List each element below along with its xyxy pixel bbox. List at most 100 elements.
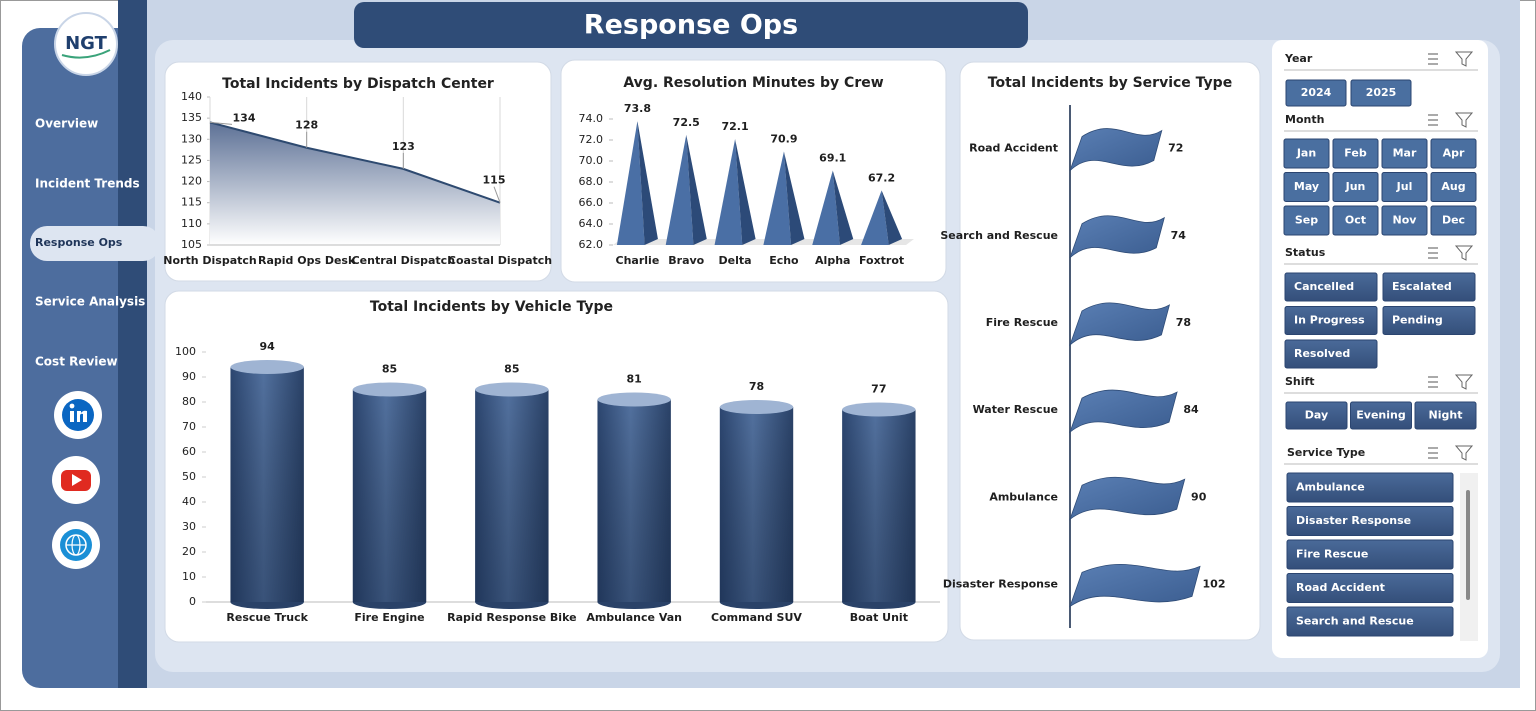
slicer-button-bg [1286, 606, 1454, 637]
multi-select-icon[interactable] [1428, 376, 1438, 388]
slicer-button[interactable]: Search and Rescue [1286, 606, 1454, 637]
slicer-button-label: Night [1429, 409, 1463, 422]
slicer-button[interactable]: Pending [1382, 306, 1476, 335]
slicer-button-label: Jan [1296, 147, 1316, 160]
slicer-button[interactable]: Jul [1381, 172, 1428, 202]
slicer-button[interactable]: Evening [1350, 401, 1412, 430]
slicer-button-bg [1350, 401, 1412, 430]
slicer-button-bg [1414, 401, 1477, 430]
slicer-button[interactable]: Mar [1381, 138, 1428, 169]
data-label: 72 [1168, 142, 1183, 155]
y-tick-label: 50 [182, 470, 196, 483]
x-tick-label: Boat Unit [850, 611, 908, 624]
slicer-button-label: Cancelled [1294, 280, 1354, 293]
slicer-button[interactable]: Dec [1430, 205, 1477, 236]
clear-filter-icon[interactable] [1454, 374, 1474, 390]
nav-item[interactable]: Cost Review [35, 355, 118, 369]
clear-filter-icon[interactable] [1454, 112, 1474, 128]
slicer-button[interactable]: Jan [1283, 138, 1330, 169]
nav-item[interactable]: Incident Trends [35, 177, 140, 191]
slicer-button[interactable]: Ambulance [1286, 472, 1454, 503]
nav-item[interactable]: Overview [35, 117, 98, 131]
slicer-button-bg [1283, 172, 1330, 202]
cylinder-shade [597, 399, 671, 602]
x-tick-label: Bravo [668, 254, 704, 267]
slicer-button-label: Disaster Response [1296, 514, 1411, 527]
x-tick-label: Central Dispatch [352, 254, 455, 267]
cylinder-top [597, 392, 671, 407]
data-label: 128 [295, 119, 318, 132]
slicer-button[interactable]: Oct [1332, 205, 1379, 236]
slicer-button-bg [1381, 138, 1428, 169]
slicer-button[interactable]: Apr [1430, 138, 1477, 169]
x-tick-label: Rescue Truck [226, 611, 308, 624]
slicer-button[interactable]: In Progress [1284, 306, 1378, 335]
slicer-button[interactable]: Cancelled [1284, 272, 1378, 302]
data-label: 69.1 [819, 151, 846, 164]
clear-filter-icon[interactable] [1454, 51, 1474, 67]
y-tick-label: 105 [181, 238, 202, 251]
linkedin-icon[interactable] [54, 391, 102, 439]
slicer-button[interactable]: Road Accident [1286, 573, 1454, 603]
website-icon[interactable] [52, 521, 100, 569]
slicer-scrollbar[interactable] [1466, 490, 1470, 600]
slicer-button-label: Mar [1393, 147, 1417, 160]
flag-bar [1069, 564, 1201, 608]
slicer-button[interactable]: Escalated [1382, 272, 1476, 302]
cylinder-top [842, 402, 916, 417]
pyramid-side [783, 151, 805, 245]
slicer-button-label: Apr [1443, 147, 1465, 160]
page-title: Response Ops [584, 10, 798, 41]
slicer-button-bg [1283, 138, 1330, 169]
cylinder-shade [475, 389, 549, 602]
slicer-button[interactable]: Sep [1283, 205, 1330, 236]
slicer-button[interactable]: Aug [1430, 172, 1477, 202]
slicer-button[interactable]: 2025 [1350, 79, 1412, 107]
chart-card [959, 61, 1261, 641]
y-tick-label: 70.0 [579, 154, 604, 167]
x-tick-label: Ambulance Van [586, 611, 682, 624]
nav-item[interactable]: Response Ops [30, 226, 160, 261]
slicer-button[interactable]: Day [1285, 401, 1348, 430]
slicer-button[interactable]: Disaster Response [1286, 506, 1454, 536]
data-label: 84 [1183, 403, 1199, 416]
slicer-button-bg [1430, 138, 1477, 169]
slicer-button[interactable]: Night [1414, 401, 1477, 430]
multi-select-icon[interactable] [1428, 53, 1438, 65]
slicer-button[interactable]: 2024 [1285, 79, 1347, 107]
youtube-icon[interactable] [52, 456, 100, 504]
slicer-button-bg [1381, 205, 1428, 236]
y-tick-label: 130 [181, 132, 202, 145]
cylinder-shade [352, 389, 427, 602]
clear-filter-icon[interactable] [1454, 245, 1474, 261]
slicer-button[interactable]: Fire Rescue [1286, 539, 1454, 570]
slicer-button-bg [1284, 306, 1378, 335]
cylinder-top [475, 382, 549, 397]
y-tick-label: 60 [182, 445, 196, 458]
slicer-button-label: May [1294, 180, 1319, 193]
clear-filter-icon[interactable] [1454, 445, 1474, 461]
slicer-button[interactable]: May [1283, 172, 1330, 202]
slicer-button-label: Sep [1295, 214, 1318, 227]
multi-select-icon[interactable] [1428, 447, 1438, 459]
slicer-button-label: Jul [1396, 180, 1413, 193]
data-label: 70.9 [770, 133, 797, 146]
nav-item[interactable]: Service Analysis [35, 295, 145, 309]
data-label: 85 [504, 363, 519, 376]
slicer-button-bg [1286, 472, 1454, 503]
nav-label: Incident Trends [35, 177, 140, 191]
slicer-button-label: Pending [1392, 314, 1443, 327]
multi-select-icon[interactable] [1428, 247, 1438, 259]
pyramid-front [812, 170, 840, 245]
category-label: Water Rescue [973, 403, 1058, 416]
slicer-button[interactable]: Feb [1332, 138, 1379, 169]
slicer-button[interactable]: Nov [1381, 205, 1428, 236]
slicer-button[interactable]: Jun [1332, 172, 1379, 202]
data-label: 134 [233, 111, 256, 124]
slicer-button-label: In Progress [1294, 314, 1365, 327]
multi-select-icon[interactable] [1428, 114, 1438, 126]
slicer-button-bg [1332, 205, 1379, 236]
title-banner [354, 2, 1028, 48]
slicer-button[interactable]: Resolved [1284, 339, 1378, 369]
pyramid-side [637, 121, 658, 245]
